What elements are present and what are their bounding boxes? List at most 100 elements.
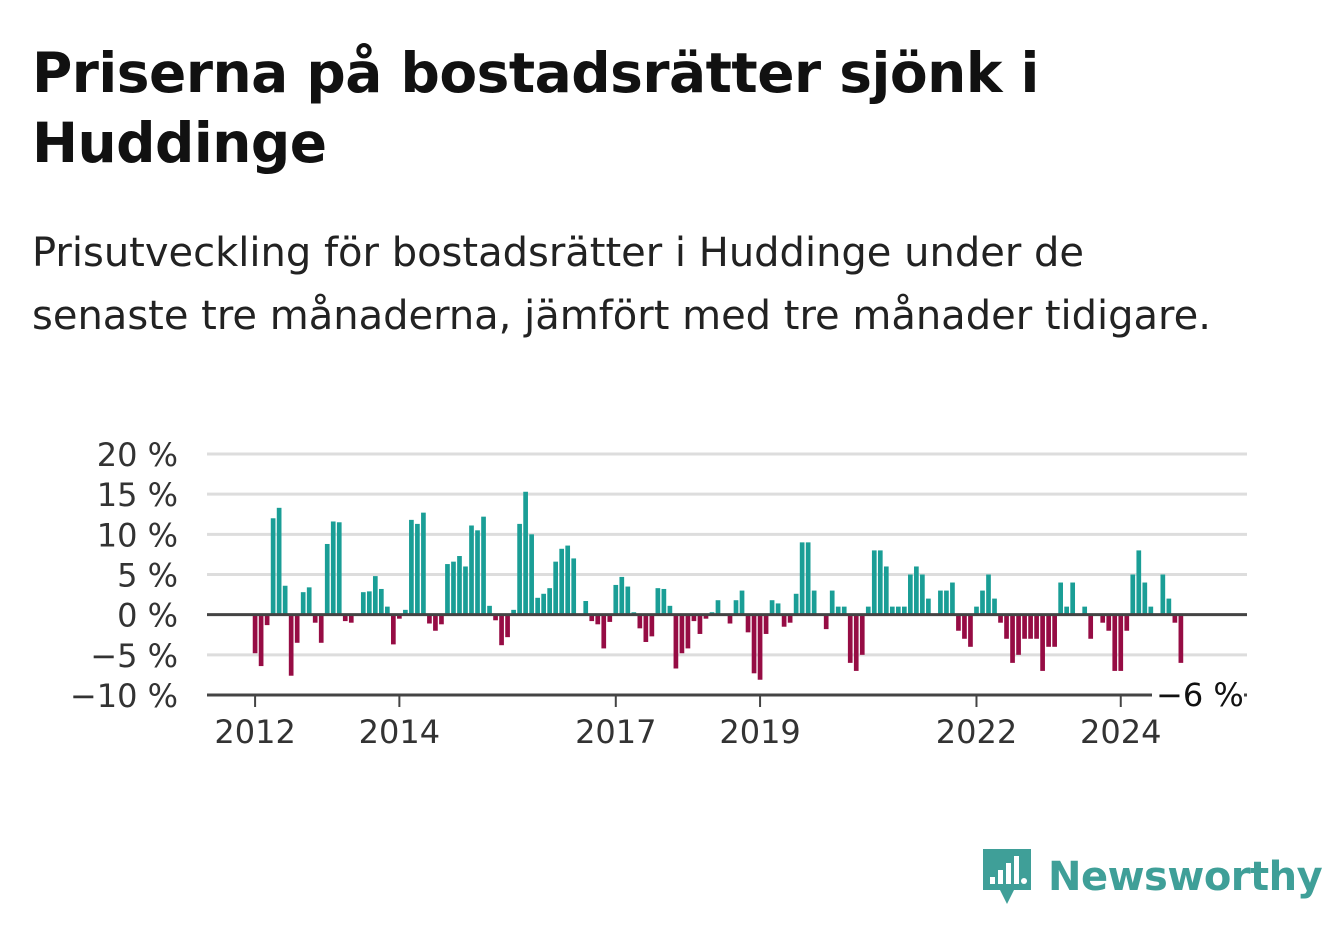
bar-positive bbox=[805, 542, 811, 615]
bar-negative bbox=[433, 614, 438, 631]
bar-negative bbox=[673, 614, 679, 669]
bar-negative bbox=[493, 614, 498, 621]
bar-positive bbox=[715, 600, 721, 615]
bar-negative bbox=[252, 614, 258, 654]
x-tick-label: 2024 bbox=[1080, 713, 1161, 751]
y-tick-label: 20 % bbox=[97, 436, 178, 474]
bar-positive bbox=[829, 590, 835, 615]
bar-positive bbox=[409, 519, 414, 615]
bar-negative bbox=[998, 614, 1003, 623]
bar-negative bbox=[1124, 614, 1130, 631]
bar-negative bbox=[294, 614, 300, 643]
bar-negative bbox=[757, 614, 763, 680]
brand-logo: Newsworthy bbox=[980, 846, 1322, 908]
bar-positive bbox=[920, 574, 925, 615]
bar-positive bbox=[613, 584, 619, 615]
bar-negative bbox=[1034, 614, 1039, 639]
bar-positive bbox=[463, 566, 468, 615]
bar-positive bbox=[980, 590, 985, 615]
bar-positive bbox=[908, 574, 913, 615]
bar-positive bbox=[403, 609, 408, 615]
axes bbox=[207, 613, 1247, 707]
bar-positive bbox=[282, 585, 288, 615]
bar-positive bbox=[877, 550, 883, 615]
bar-negative bbox=[685, 614, 691, 649]
bar-negative bbox=[607, 614, 613, 622]
bar-negative bbox=[499, 614, 504, 646]
bar-positive bbox=[535, 597, 540, 615]
bar-negative bbox=[439, 614, 444, 625]
bar-negative bbox=[288, 614, 294, 676]
bar-negative bbox=[679, 614, 685, 654]
bar-negative bbox=[727, 614, 733, 624]
bar-positive bbox=[517, 523, 522, 615]
bar-positive bbox=[889, 606, 895, 615]
bar-negative bbox=[1178, 614, 1184, 663]
bar-positive bbox=[1082, 606, 1088, 615]
bar-positive bbox=[583, 601, 589, 615]
bar-negative bbox=[697, 614, 703, 634]
bar-negative bbox=[589, 614, 595, 622]
bar-positive bbox=[415, 523, 420, 615]
bar-positive bbox=[366, 591, 372, 615]
bar-negative bbox=[751, 614, 757, 674]
bar-positive bbox=[553, 561, 559, 615]
bar-negative bbox=[1052, 614, 1057, 647]
chart-title: Priserna på bostadsrätter sjönk i Huddin… bbox=[32, 41, 1039, 175]
bar-positive bbox=[1136, 550, 1142, 615]
x-tick-label: 2019 bbox=[719, 713, 800, 751]
bar-positive bbox=[378, 588, 384, 615]
x-tick-label: 2014 bbox=[359, 713, 440, 751]
bar-negative bbox=[264, 614, 270, 626]
bar-positive bbox=[306, 587, 312, 615]
bar-positive bbox=[841, 606, 847, 615]
bar-negative bbox=[956, 614, 961, 631]
bar-positive bbox=[330, 521, 336, 615]
bar-positive bbox=[619, 576, 625, 615]
bar-negative bbox=[258, 614, 264, 667]
bar-positive bbox=[811, 590, 817, 615]
bar-negative bbox=[391, 614, 396, 645]
bar-negative bbox=[601, 614, 607, 649]
bar-negative bbox=[649, 614, 655, 637]
bar-positive bbox=[938, 590, 943, 615]
bar-negative bbox=[823, 614, 829, 630]
y-tick-label: 0 % bbox=[117, 597, 178, 635]
bar-negative bbox=[968, 614, 973, 647]
bar-negative bbox=[787, 614, 793, 623]
bar-positive bbox=[276, 507, 282, 615]
bars bbox=[252, 491, 1184, 680]
bar-positive bbox=[475, 530, 480, 615]
last-value-label: −6 % bbox=[1156, 676, 1244, 714]
chart-subtitle: Prisutveckling för bostadsrätter i Huddi… bbox=[32, 230, 1211, 339]
bar-negative bbox=[781, 614, 787, 627]
bar-negative bbox=[505, 614, 510, 638]
bar-negative bbox=[318, 614, 324, 643]
bar-negative bbox=[595, 614, 601, 625]
bar-positive bbox=[300, 592, 306, 615]
bar-positive bbox=[871, 550, 877, 615]
bar-positive bbox=[733, 600, 739, 615]
bar-negative bbox=[691, 614, 697, 622]
bar-positive bbox=[895, 606, 901, 615]
bar-positive bbox=[769, 600, 775, 615]
last-value-label-bg bbox=[1152, 677, 1244, 713]
y-tick-label: 5 % bbox=[117, 557, 178, 595]
bar-negative bbox=[1016, 614, 1021, 655]
bar-positive bbox=[372, 576, 378, 615]
bar-negative bbox=[1010, 614, 1015, 663]
bar-positive bbox=[625, 586, 631, 615]
bar-positive bbox=[865, 606, 871, 615]
bar-positive bbox=[547, 588, 552, 615]
bar-negative bbox=[703, 614, 709, 619]
bar-positive bbox=[944, 590, 949, 615]
bar-negative bbox=[1088, 614, 1094, 639]
bar-negative bbox=[847, 614, 853, 663]
bar-positive bbox=[571, 558, 577, 615]
bar-negative bbox=[1022, 614, 1027, 639]
bar-negative bbox=[763, 614, 769, 634]
bar-positive bbox=[914, 566, 919, 615]
x-tick-label: 2012 bbox=[214, 713, 295, 751]
bar-positive bbox=[799, 542, 805, 615]
tick-labels: 20 %15 %10 %5 %0 %−5 %−10 % 2012 2014 2017 2… bbox=[70, 436, 1244, 751]
